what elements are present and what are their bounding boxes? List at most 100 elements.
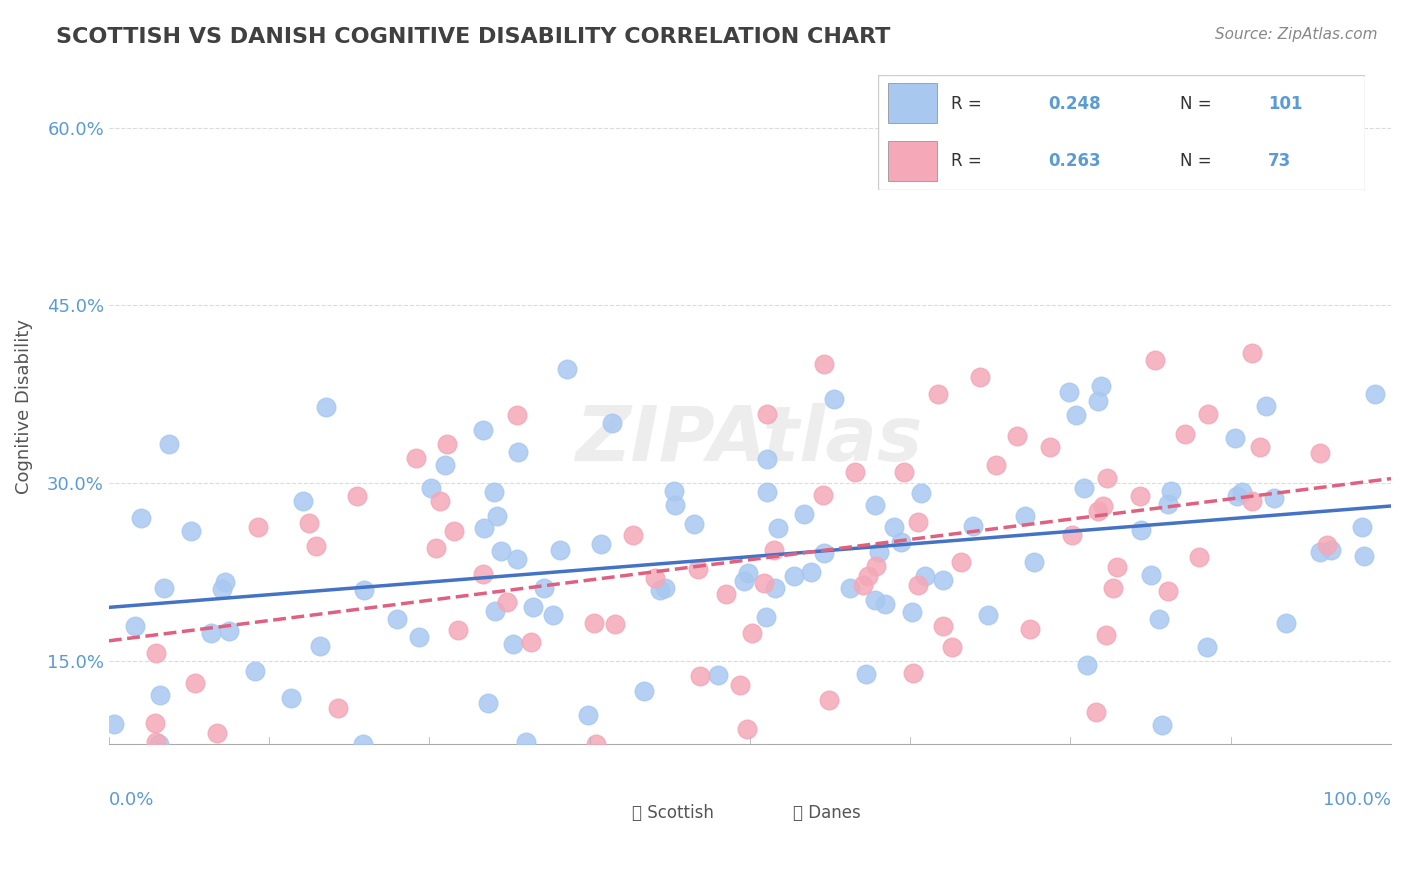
Point (447, 623, 470, 637)
Point (869, 545, 891, 559)
Point (131, 510, 153, 524)
Point (1226, 490, 1249, 504)
Point (305, 539, 328, 553)
Point (484, 604, 506, 618)
Point (247, 520, 270, 534)
Text: 🔶 Danes: 🔶 Danes (793, 805, 860, 822)
Point (852, 578, 875, 592)
Point (205, 726, 228, 740)
Point (1157, 584, 1180, 599)
Point (576, 708, 599, 723)
Point (689, 668, 711, 682)
Point (243, 664, 266, 678)
Point (737, 723, 759, 737)
Point (1198, 408, 1220, 422)
Point (800, 566, 823, 580)
Point (298, 516, 321, 531)
Point (1240, 346, 1263, 360)
Point (686, 562, 709, 576)
Point (1129, 489, 1152, 503)
Point (443, 524, 465, 538)
Text: 🔷 Scottish: 🔷 Scottish (633, 805, 714, 822)
Point (1062, 528, 1084, 542)
Point (662, 483, 685, 498)
Point (434, 458, 457, 472)
Point (472, 566, 495, 581)
Point (969, 370, 991, 384)
Point (1105, 559, 1128, 574)
Point (103, 717, 125, 731)
Point (756, 407, 779, 421)
Point (425, 541, 447, 556)
Point (1149, 612, 1171, 626)
Point (901, 605, 924, 619)
Point (1097, 471, 1119, 485)
Point (633, 683, 655, 698)
Point (1320, 542, 1343, 557)
Point (1188, 550, 1211, 565)
Point (149, 689, 172, 703)
Point (1090, 379, 1112, 393)
Point (1139, 567, 1161, 582)
Point (1316, 538, 1339, 552)
Point (1057, 384, 1080, 399)
Point (1230, 485, 1253, 500)
Point (818, 693, 841, 707)
Point (683, 517, 706, 532)
Point (1073, 481, 1095, 495)
Point (506, 551, 529, 566)
Point (472, 423, 495, 437)
Point (385, 612, 408, 626)
Point (927, 387, 949, 401)
Point (508, 444, 530, 458)
Point (654, 581, 676, 595)
Point (941, 640, 963, 654)
Point (408, 630, 430, 644)
Point (555, 362, 578, 376)
Point (741, 626, 763, 640)
Point (648, 582, 671, 597)
Point (793, 507, 815, 521)
Point (591, 537, 613, 551)
Point (600, 417, 623, 431)
Point (180, 524, 202, 538)
Point (737, 566, 759, 581)
Point (813, 357, 835, 371)
Point (1076, 657, 1098, 672)
Point (124, 619, 146, 633)
Point (1353, 549, 1375, 563)
Point (346, 489, 368, 503)
Point (914, 569, 936, 583)
Point (522, 599, 544, 614)
Text: Source: ZipAtlas.com: Source: ZipAtlas.com (1215, 27, 1378, 42)
Point (890, 534, 912, 549)
Point (728, 677, 751, 691)
Point (644, 571, 666, 585)
Point (583, 616, 606, 631)
Point (883, 520, 905, 534)
Point (855, 667, 877, 681)
Point (353, 582, 375, 597)
Text: ZIPAtlas: ZIPAtlas (576, 403, 924, 477)
Point (783, 568, 806, 582)
Point (865, 593, 887, 607)
Point (496, 595, 519, 609)
Point (865, 559, 887, 574)
Point (484, 484, 506, 499)
Point (714, 587, 737, 601)
Point (1309, 446, 1331, 460)
Point (1066, 408, 1088, 422)
Point (143, 716, 166, 731)
Point (472, 521, 495, 535)
Point (766, 521, 789, 535)
Point (763, 582, 786, 596)
Point (315, 400, 337, 414)
Point (211, 582, 233, 596)
Point (1014, 508, 1036, 523)
Text: SCOTTISH VS DANISH COGNITIVE DISABILITY CORRELATION CHART: SCOTTISH VS DANISH COGNITIVE DISABILITY … (56, 27, 890, 46)
Point (352, 737, 374, 751)
Point (157, 437, 180, 451)
Point (752, 576, 775, 591)
Point (585, 737, 607, 751)
Point (541, 608, 564, 623)
